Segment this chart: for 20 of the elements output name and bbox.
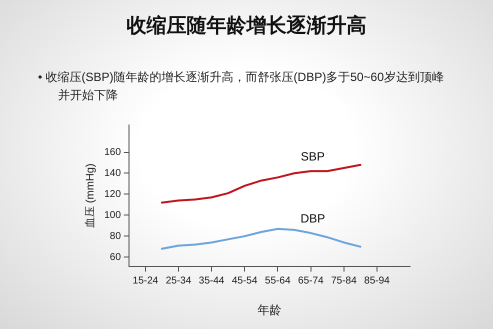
x-tick-label: 85-94 [364,275,390,286]
x-axis-title: 年龄 [257,303,282,318]
x-tick-label: 55-64 [264,275,291,286]
chart-subtitle: • 收缩压(SBP)随年龄的增长逐渐升高，而舒张压(DBP)多于50~60岁达到顶峰并开始下降 [38,69,445,104]
x-tick-label: 45-54 [232,275,258,286]
series-label: DBP [300,211,326,226]
x-tick-label: 15-24 [132,275,159,286]
y-tick-label: 60 [110,252,122,263]
y-tick-label: 120 [104,188,122,200]
series-label: SBP [300,149,325,164]
y-tick-label: 140 [104,168,122,179]
chart-title: 收缩压随年龄增长逐渐升高 [126,14,368,39]
x-tick-label: 25-34 [166,275,192,286]
x-tick-label: 35-44 [198,275,225,286]
x-tick-label: 65-74 [298,275,324,286]
y-axis-title: 血压 (mmHg) [84,163,97,228]
y-tick-label: 160 [104,147,122,158]
y-tick-label: 80 [110,230,122,242]
y-tick-label: 100 [104,210,122,221]
x-tick-label: 75-84 [331,275,358,286]
